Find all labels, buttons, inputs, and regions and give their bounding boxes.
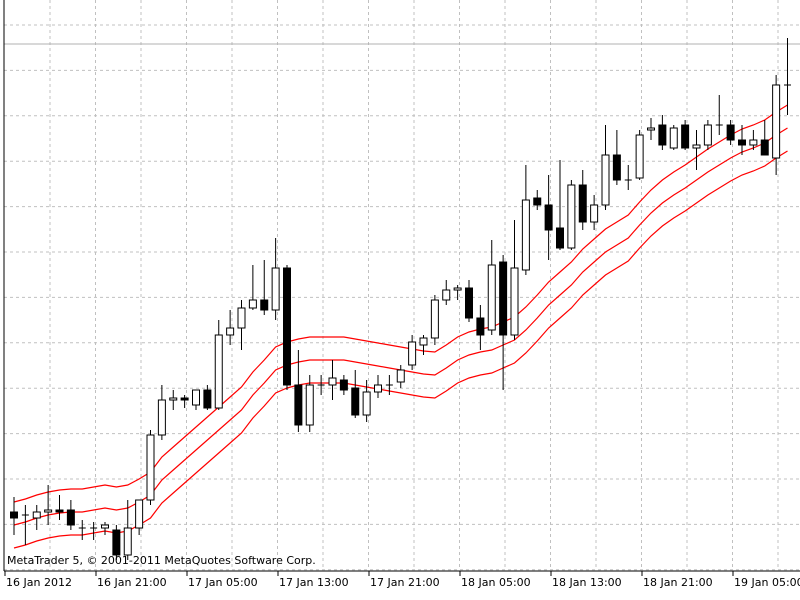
x-tick-label: 18 Jan 05:00: [461, 576, 531, 589]
candle-body: [647, 127, 655, 131]
candle-body: [533, 197, 542, 206]
candle-body: [146, 434, 155, 501]
candle-body: [703, 124, 712, 146]
candle-body: [476, 317, 485, 336]
candle-body: [10, 511, 18, 519]
candle-body: [123, 527, 132, 556]
candle-body: [578, 184, 587, 223]
candle-body: [408, 341, 417, 366]
candle-body: [169, 397, 178, 401]
candle-body: [226, 327, 235, 336]
candle-body: [157, 399, 166, 436]
candle-body: [214, 334, 223, 409]
candle-body: [658, 124, 667, 146]
candle-body: [567, 184, 576, 249]
candle-body: [294, 384, 303, 426]
x-tick-label: 16 Jan 21:00: [97, 576, 167, 589]
candle-body: [453, 287, 462, 291]
candle-body: [487, 264, 496, 331]
grid: [4, 0, 800, 571]
candle-body: [248, 299, 257, 309]
candle-body: [339, 379, 348, 391]
candle-body: [328, 377, 337, 386]
candle-body: [601, 154, 610, 206]
copyright: MetaTrader 5, © 2001-2011 MetaQuotes Sof…: [7, 554, 316, 567]
candle-body: [499, 261, 508, 336]
candle-body: [419, 337, 428, 346]
candle-body: [430, 299, 439, 339]
candle-body: [203, 389, 212, 409]
candle-body: [237, 307, 246, 329]
candle-body: [738, 139, 746, 146]
candle-body: [760, 139, 769, 156]
candle-body: [271, 267, 280, 311]
candle-body: [442, 289, 451, 301]
candle-body: [112, 529, 121, 556]
x-tick-label: 17 Jan 21:00: [370, 576, 440, 589]
candle-body: [180, 397, 189, 401]
candle-body: [55, 509, 64, 513]
candle-body: [726, 124, 735, 141]
candle-body: [192, 389, 200, 406]
candle-body: [283, 267, 291, 386]
candle-body: [669, 127, 678, 149]
candle-body: [362, 391, 371, 416]
candle-body: [521, 199, 530, 271]
candle-body: [374, 384, 382, 393]
candle-body: [135, 499, 144, 529]
candle-body: [101, 524, 109, 529]
candle-body: [772, 84, 781, 159]
candle-body: [396, 369, 405, 383]
envelope-line: [13, 104, 788, 503]
candle-body: [749, 139, 758, 146]
candle-body: [510, 267, 519, 336]
candle-body: [544, 204, 553, 231]
candle-body: [260, 299, 269, 311]
candle-body: [692, 144, 701, 149]
candle-body: [305, 384, 314, 426]
x-tick-label: 18 Jan 21:00: [643, 576, 713, 589]
candle-body: [32, 511, 41, 519]
candle-body: [556, 227, 564, 249]
x-tick-label: 17 Jan 13:00: [279, 576, 349, 589]
candle-body: [66, 509, 75, 526]
candle-body: [465, 287, 473, 319]
candle-body: [44, 509, 53, 513]
x-axis-labels: 16 Jan 2012 16 Jan 21:00 17 Jan 05:00 17 Ja…: [4, 571, 800, 589]
candle-body: [612, 154, 621, 181]
candle-body: [590, 204, 599, 223]
x-tick-label: 19 Jan 05:00: [734, 576, 800, 589]
candle-body: [635, 134, 644, 179]
x-tick-label: 16 Jan 2012: [6, 576, 72, 589]
candle-body: [681, 124, 690, 149]
x-tick-label: 18 Jan 13:00: [552, 576, 622, 589]
candles: [10, 38, 791, 560]
candle-body: [351, 387, 360, 416]
x-tick-label: 17 Jan 05:00: [188, 576, 258, 589]
